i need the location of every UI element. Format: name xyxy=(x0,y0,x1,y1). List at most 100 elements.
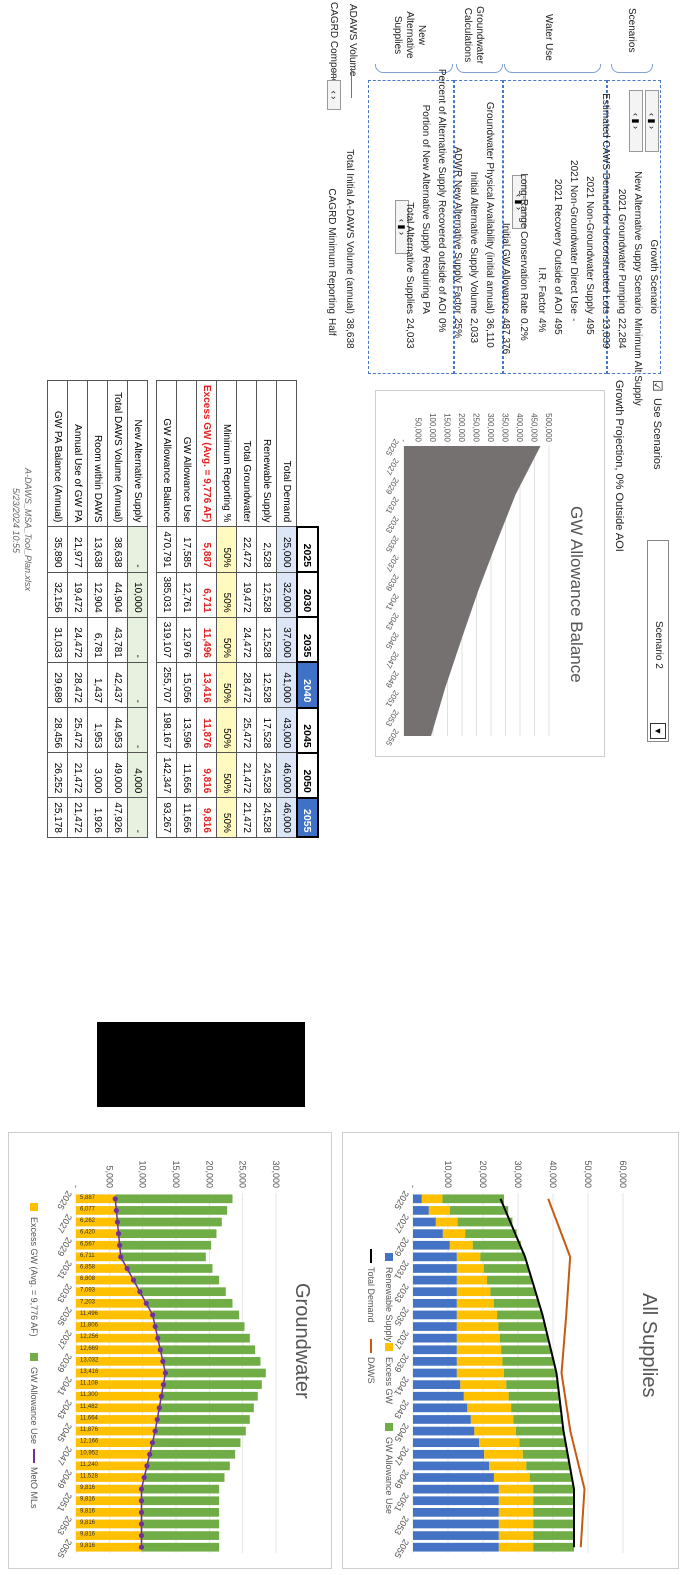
table-cell: 28,472 xyxy=(236,662,257,708)
all-bar-allowance xyxy=(533,1542,574,1552)
gw-ytick: 20,000 xyxy=(204,1160,214,1188)
param-row: 2021 Non-Groundwater Direct Use - xyxy=(565,96,579,378)
table-cell: 93,267 xyxy=(156,797,177,838)
param-label: ADWR New Alternative Supply Factor xyxy=(452,146,463,314)
table-cell: 21,472 xyxy=(236,752,257,798)
param-row: Initial Alternative Supply Volume 2,033 xyxy=(465,96,479,378)
balance-xtick: 2043 xyxy=(384,611,401,631)
all-ytick: 10,000 xyxy=(443,1160,453,1188)
all-bar-excess xyxy=(498,1496,534,1506)
table-cell: 47,926 xyxy=(107,797,128,838)
table-year-header: 2045 xyxy=(297,707,318,753)
gw-data-label: 9,816 xyxy=(80,1532,96,1538)
gw-bar-allowance xyxy=(139,1287,226,1297)
table-row: GW Allowance Use 17,585 12,761 12,976 15,056… xyxy=(176,380,197,838)
param-row: Portion of New Alternative Supply Requir… xyxy=(417,96,431,378)
gw-marker xyxy=(113,1207,119,1214)
all-bar-renewable xyxy=(413,1391,464,1401)
table-cell: 50% xyxy=(216,797,237,838)
param-row: Groundwater Physical Availability (initi… xyxy=(481,96,495,378)
gw-bar-allowance xyxy=(133,1275,220,1285)
all-bar-renewable xyxy=(413,1206,429,1215)
table-year-header: 2035 xyxy=(297,617,318,663)
footer-date: 5/23/2024 10:55 xyxy=(11,488,21,554)
arrow-adaws xyxy=(351,68,352,98)
table-row-label: GW Allowance Balance xyxy=(156,380,177,527)
scenario-select[interactable]: Scenario 2 ▼ xyxy=(647,540,669,742)
gw-marker xyxy=(143,1300,149,1306)
all-xtick: 2049 xyxy=(392,1468,411,1490)
param-value: 25% xyxy=(452,318,463,339)
gw-bar-allowance xyxy=(163,1380,262,1389)
all-bar-renewable xyxy=(413,1368,457,1378)
gw-marker xyxy=(138,1544,145,1550)
all-bar-renewable xyxy=(413,1252,457,1262)
balance-ytick: 500,000 xyxy=(544,413,553,442)
balance-xtick: 2049 xyxy=(384,669,401,689)
param-label: Growth Scenario xyxy=(648,239,659,314)
table-cell: 28,472 xyxy=(67,662,88,708)
all-xtick: 2037 xyxy=(392,1328,411,1350)
all-legend-swatch xyxy=(385,1423,393,1431)
all-bar-excess xyxy=(456,1368,504,1378)
gw-bar-allowance xyxy=(144,1473,225,1482)
table-cell: 44,904 xyxy=(107,572,128,618)
gw-bar-excess xyxy=(76,1519,142,1529)
gw-bar-allowance xyxy=(165,1368,266,1378)
table-row-label: Minimum Reporting % xyxy=(216,380,237,527)
balance-ytick: 150,000 xyxy=(443,413,452,442)
all-bar-allowance xyxy=(533,1496,574,1506)
gw-marker xyxy=(162,1370,169,1376)
all-legend-label: DAWS xyxy=(366,1357,376,1384)
table-year-header: 2050 xyxy=(297,752,318,798)
gw-marker xyxy=(160,1382,166,1388)
param-value: 495 xyxy=(584,318,595,335)
all-bar-excess xyxy=(474,1426,516,1436)
gw-bar-excess xyxy=(76,1322,156,1331)
gw-bar-excess xyxy=(75,1264,128,1273)
table-cell: 385,031 xyxy=(156,572,177,618)
gw-legend-label: MetO MLs xyxy=(29,1467,39,1509)
gw-data-label: 11,806 xyxy=(80,1323,99,1329)
param-value: 36,110 xyxy=(484,318,495,348)
balance-ytick: 250,000 xyxy=(472,413,481,442)
gw-data-label: 6,420 xyxy=(80,1230,96,1236)
balance-ytick: 350,000 xyxy=(501,413,510,442)
all-bar-allowance xyxy=(506,1380,558,1389)
all-bar-excess xyxy=(456,1287,491,1297)
table-cell: 12,528 xyxy=(256,617,277,663)
all-legend-swatch xyxy=(385,1343,393,1351)
balance-ytick: 400,000 xyxy=(515,413,524,442)
all-xtick: 2029 xyxy=(392,1236,411,1258)
param-value: 24,033 xyxy=(404,318,415,349)
table-row: New Alternative Supply -10,000- - -4,000- xyxy=(127,380,148,838)
param-value: 38,638 xyxy=(344,318,355,349)
param-label: 2021 Non-Groundwater Supply xyxy=(584,176,595,314)
all-bar-renewable xyxy=(413,1345,457,1355)
all-xtick: 2053 xyxy=(392,1514,411,1536)
gw-bar-excess xyxy=(76,1496,142,1506)
param-row: Percent of Alternative Supply Recovered … xyxy=(433,69,447,378)
all-bar-renewable xyxy=(413,1275,457,1285)
gw-xtick: 2053 xyxy=(55,1514,74,1536)
balance-xtick: 2055 xyxy=(384,727,401,747)
gw-bar-excess xyxy=(75,1240,120,1250)
gw-data-label: 9,816 xyxy=(80,1497,96,1503)
gw-bar-excess xyxy=(75,1333,158,1343)
all-ytick: - xyxy=(408,1185,418,1188)
balance-xtick: 2025 xyxy=(384,437,401,457)
gw-legend-label: Excess GW (Avg. = 9,776 AF) xyxy=(29,1217,39,1337)
gw-ytick: 15,000 xyxy=(171,1160,181,1188)
groundwater-chart: 30,000 25,000 20,000 15,000 10,000 5,000 - 5,88… xyxy=(29,1160,281,1559)
gw-marker xyxy=(138,1498,145,1504)
all-bar-allowance xyxy=(480,1252,525,1262)
gw-bar-allowance xyxy=(146,1461,230,1471)
footer-file: A-DAWS_MSA_Tool_Plan.xlsx xyxy=(23,468,33,592)
table-cell: 11,876 xyxy=(196,707,217,753)
gw-xtick: 2027 xyxy=(55,1212,74,1234)
gw-bar-allowance xyxy=(141,1496,220,1506)
table-cell: 12,904 xyxy=(87,572,108,618)
gw-marker xyxy=(112,1196,118,1202)
all-bar-renewable xyxy=(413,1403,468,1413)
use-scenarios-checkbox[interactable]: ☑ xyxy=(650,380,665,392)
